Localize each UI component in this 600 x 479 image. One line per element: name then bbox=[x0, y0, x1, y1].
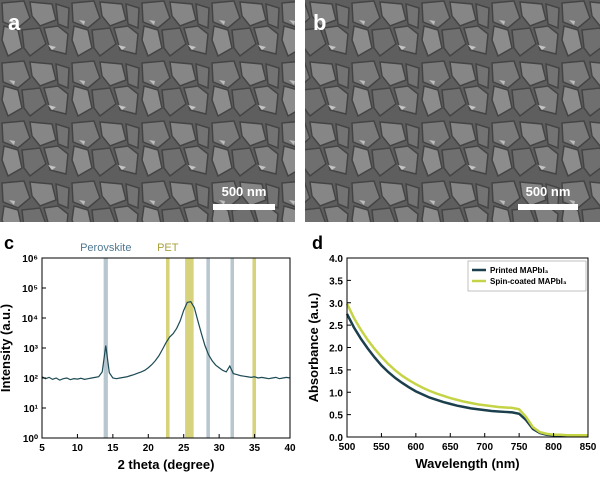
legend-label: Printed MAPbI₃ bbox=[490, 266, 549, 275]
y-axis-label: Absorbance (a.u.) bbox=[306, 293, 321, 403]
highlight-band bbox=[206, 258, 210, 438]
x-tick-label: 600 bbox=[408, 442, 425, 453]
x-tick-label: 700 bbox=[476, 442, 493, 453]
data-line bbox=[345, 303, 588, 437]
panel-label: b bbox=[313, 10, 326, 35]
highlight-band bbox=[185, 258, 194, 438]
band-label: Perovskite bbox=[80, 242, 131, 254]
y-tick-label: 2.0 bbox=[329, 344, 343, 355]
highlight-band bbox=[230, 258, 235, 438]
x-tick-label: 25 bbox=[178, 443, 190, 454]
x-tick-label: 10 bbox=[72, 443, 84, 454]
y-tick-label: 10⁶ bbox=[22, 254, 38, 265]
x-tick-label: 40 bbox=[284, 443, 296, 454]
legend-box bbox=[467, 260, 587, 292]
y-tick-label: 10⁰ bbox=[23, 434, 38, 445]
x-tick-label: 30 bbox=[214, 443, 226, 454]
sem-image bbox=[0, 0, 295, 222]
y-tick-label: 0.5 bbox=[329, 411, 343, 422]
highlight-band bbox=[252, 258, 256, 438]
x-tick-label: 750 bbox=[511, 442, 528, 453]
x-tick-label: 5 bbox=[39, 443, 45, 454]
scale-bar bbox=[518, 204, 578, 210]
y-tick-label: 3.5 bbox=[329, 276, 343, 287]
y-tick-label: 10⁴ bbox=[22, 314, 38, 325]
x-axis-label: Wavelength (nm) bbox=[415, 456, 519, 471]
x-tick-label: 850 bbox=[580, 442, 597, 453]
panel-label: d bbox=[312, 233, 323, 253]
y-tick-label: 10⁵ bbox=[22, 284, 38, 295]
highlight-band bbox=[166, 258, 170, 438]
x-tick-label: 35 bbox=[249, 443, 261, 454]
y-tick-label: 2.5 bbox=[329, 321, 343, 332]
y-tick-label: 0.0 bbox=[329, 433, 343, 444]
panel-label: c bbox=[4, 233, 14, 253]
y-tick-label: 10¹ bbox=[24, 404, 39, 415]
scale-bar-label: 500 nm bbox=[526, 184, 571, 199]
y-tick-label: 3.0 bbox=[329, 299, 343, 310]
y-tick-label: 1.5 bbox=[329, 366, 343, 377]
panel-label: a bbox=[8, 10, 21, 35]
sem-image-b: b 500 nm bbox=[305, 0, 600, 222]
y-tick-label: 10³ bbox=[24, 344, 39, 355]
data-line bbox=[41, 301, 291, 381]
sem-image-a: a 500 nm bbox=[0, 0, 295, 222]
x-axis-label: 2 theta (degree) bbox=[118, 457, 215, 472]
legend-label: Spin-coated MAPbI₃ bbox=[490, 277, 567, 286]
x-tick-label: 15 bbox=[107, 443, 119, 454]
y-tick-label: 1.0 bbox=[329, 388, 343, 399]
x-tick-label: 650 bbox=[442, 442, 459, 453]
y-tick-label: 10² bbox=[24, 374, 39, 385]
scale-bar bbox=[213, 204, 275, 210]
x-tick-label: 500 bbox=[339, 442, 356, 453]
scale-bar-label: 500 nm bbox=[222, 184, 267, 199]
y-axis-label: Intensity (a.u.) bbox=[0, 304, 13, 392]
sem-image bbox=[305, 0, 600, 222]
band-label: PET bbox=[157, 242, 179, 254]
x-tick-label: 550 bbox=[373, 442, 390, 453]
x-tick-label: 20 bbox=[143, 443, 155, 454]
data-line bbox=[345, 313, 588, 437]
x-tick-label: 800 bbox=[545, 442, 562, 453]
y-tick-label: 4.0 bbox=[329, 254, 343, 265]
